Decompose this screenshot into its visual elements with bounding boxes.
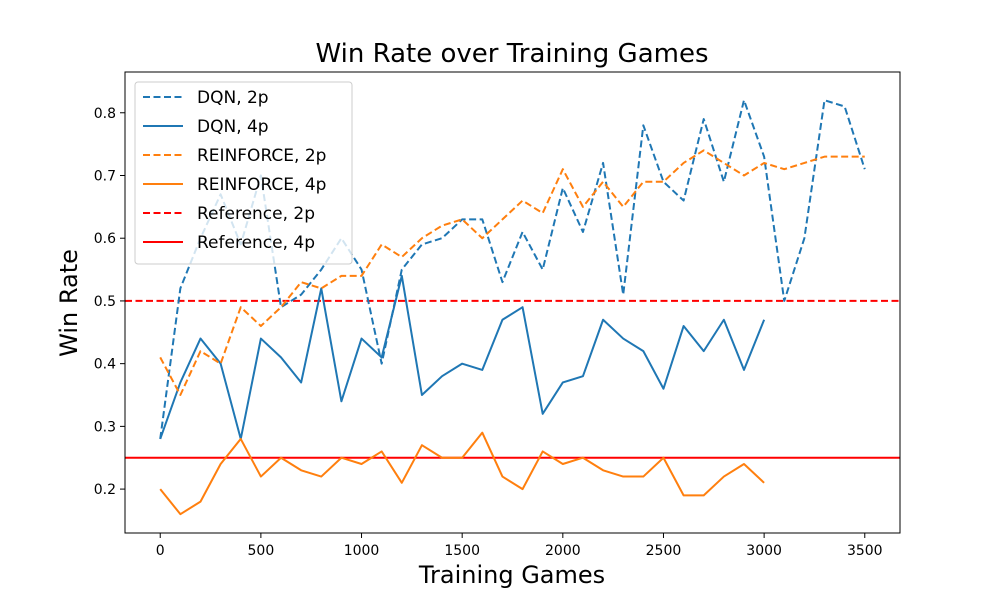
legend-label: REINFORCE, 4p (197, 175, 326, 195)
y-axis-label: Win Rate (55, 249, 83, 357)
y-tick-label: 0.3 (94, 419, 116, 435)
series-line-3 (159, 149, 865, 397)
x-tick-label: 2500 (646, 543, 682, 559)
x-axis-label: Training Games (418, 561, 605, 589)
series-line-1 (159, 99, 866, 440)
plot-area: 0 500 1000 1500 2000 2500 3000 3500 0.2 0.3 0.4 0.5… (94, 71, 901, 559)
series-line-2 (159, 274, 766, 440)
x-tick-label: 3500 (847, 543, 883, 559)
y-tick-label: 0.8 (94, 106, 116, 122)
legend: DQN, 2p DQN, 4p REINFORCE, 2p REINFORCE, 4p… (134, 81, 353, 265)
x-tick-label: 1500 (444, 543, 480, 559)
x-tick-label: 2000 (545, 543, 581, 559)
legend-box (134, 81, 353, 265)
legend-label: REINFORCE, 2p (197, 146, 326, 166)
y-tick-label: 0.5 (94, 294, 116, 310)
legend-label: Reference, 4p (197, 233, 315, 253)
series-line-4 (159, 431, 765, 516)
legend-label: DQN, 4p (197, 117, 269, 137)
x-tick-label: 1000 (344, 543, 380, 559)
legend-label: Reference, 2p (197, 204, 315, 224)
y-tick-label: 0.4 (94, 357, 116, 373)
axes-frame (124, 71, 901, 534)
x-tick-label: 3000 (746, 543, 782, 559)
y-tick-label: 0.6 (94, 231, 116, 247)
legend-label: DQN, 2p (197, 88, 269, 108)
y-tick-label: 0.2 (94, 482, 116, 498)
chart-title: Win Rate over Training Games (315, 39, 708, 69)
x-tick-label: 500 (248, 543, 275, 559)
y-tick-label: 0.7 (94, 168, 116, 184)
x-tick-label: 0 (156, 543, 165, 559)
